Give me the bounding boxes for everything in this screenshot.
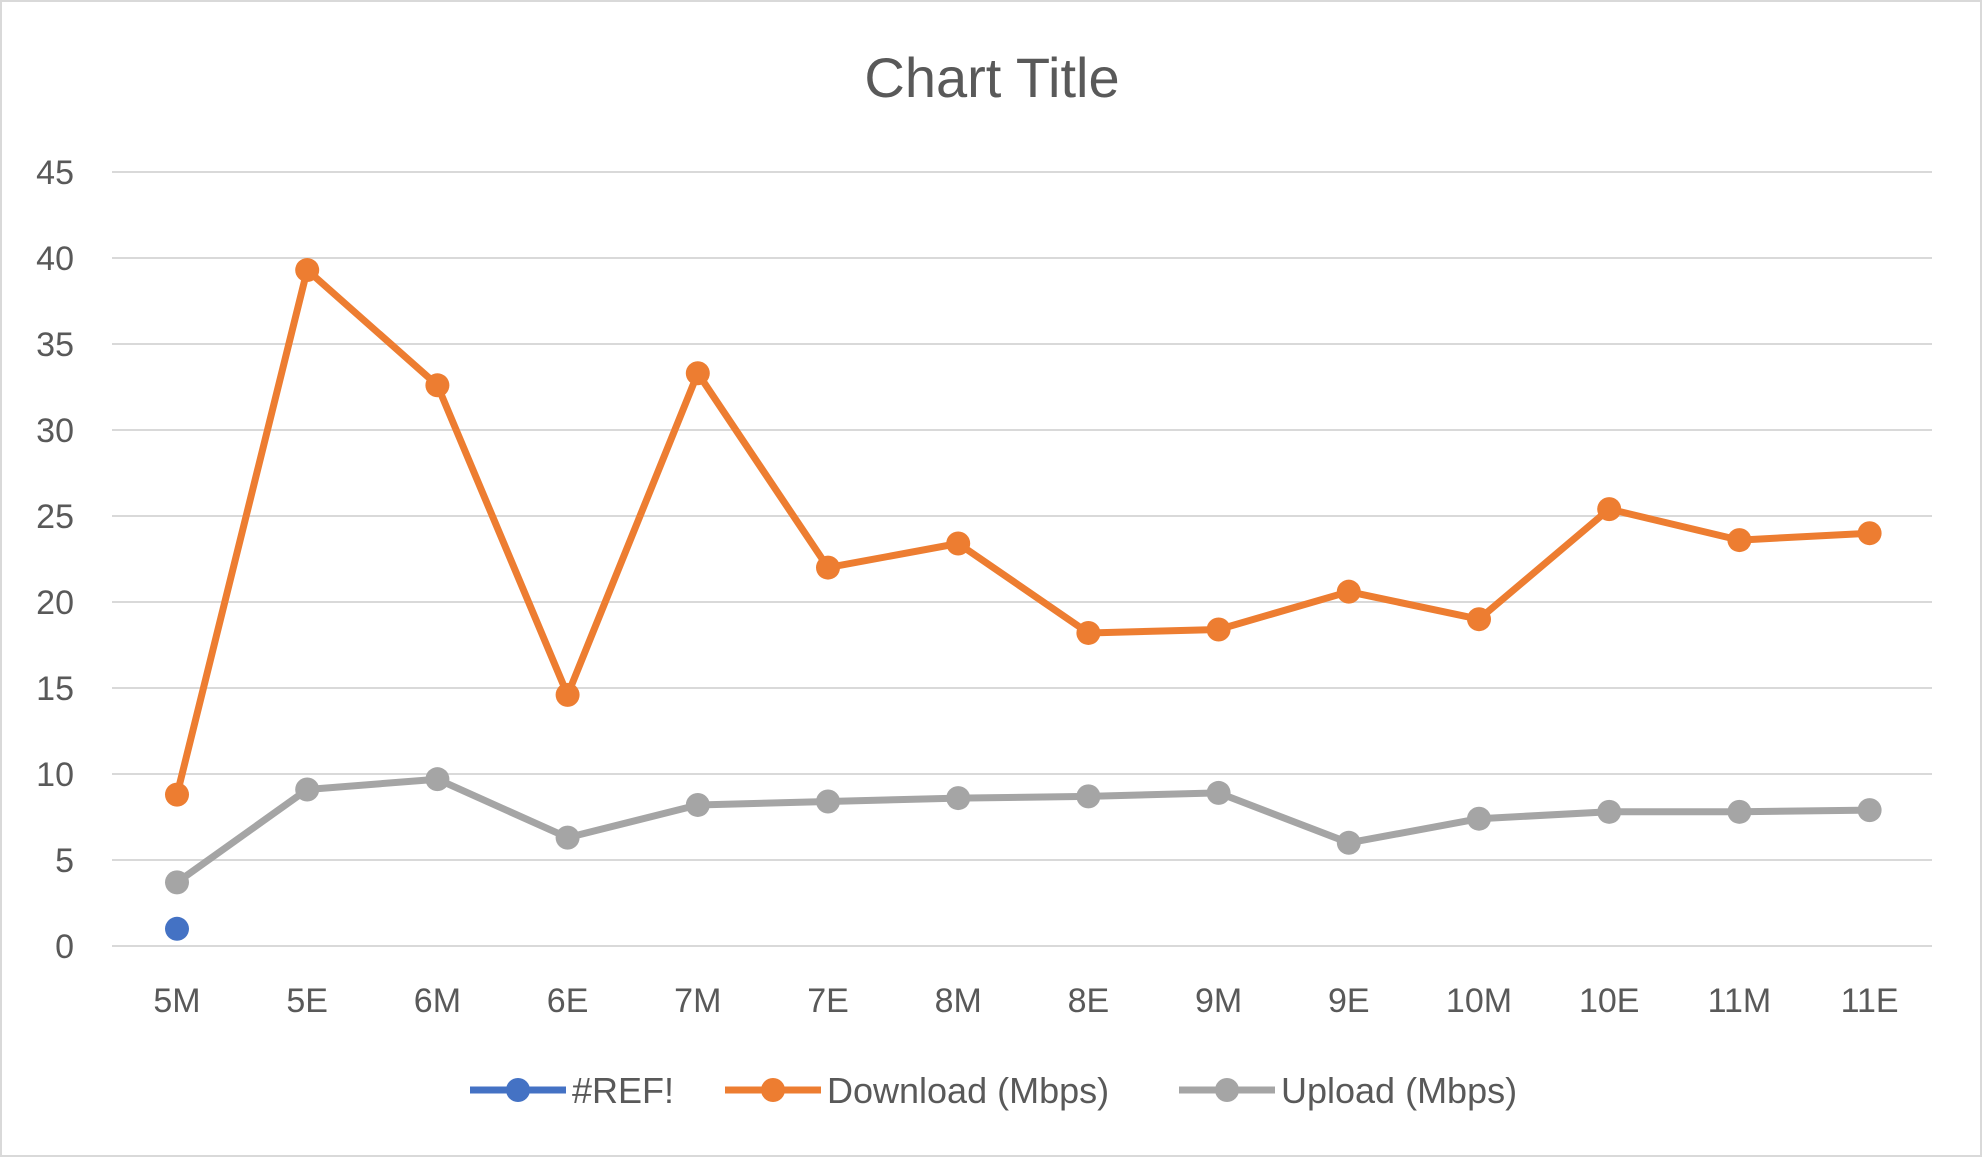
data-point [685, 361, 710, 386]
x-tick-label: 10E [1579, 982, 1640, 1020]
y-tick-label: 30 [36, 412, 74, 450]
series-line [173, 266, 1870, 796]
y-tick-label: 5 [55, 842, 74, 880]
data-point [1076, 620, 1101, 645]
y-tick-label: 40 [36, 240, 74, 278]
data-point [555, 682, 580, 707]
data-point [816, 789, 840, 814]
data-point [295, 777, 320, 802]
gridlines [112, 171, 1932, 947]
data-point [295, 258, 320, 283]
y-tick-label: 25 [36, 498, 74, 536]
x-axis-tick-labels: 5M 5E 6M 6E 7M 7E 8M 8E 9M 9E 10M 10E 11M 11E [153, 982, 1898, 1020]
series-2 [165, 767, 1882, 895]
x-tick-label: 6M [414, 982, 461, 1020]
data-point [165, 782, 189, 807]
legend-label: #REF! [572, 1070, 674, 1111]
x-tick-label: 5M [153, 982, 200, 1020]
y-tick-label: 35 [36, 326, 74, 364]
data-point [555, 825, 580, 850]
series-line [174, 775, 1870, 886]
x-tick-label: 8E [1068, 982, 1110, 1020]
data-point [1467, 806, 1491, 831]
chart-title: Chart Title [864, 46, 1119, 109]
y-tick-label: 10 [36, 756, 74, 794]
y-tick-label: 0 [55, 928, 74, 966]
data-point [1206, 617, 1231, 642]
data-point [1857, 521, 1882, 546]
x-tick-label: 11E [1841, 982, 1899, 1020]
y-tick-label: 45 [36, 154, 74, 192]
data-point [1336, 830, 1361, 855]
data-point [425, 767, 450, 792]
x-tick-label: 7E [807, 982, 849, 1020]
data-point [946, 531, 971, 556]
x-tick-label: 7M [674, 982, 721, 1020]
legend-item: Download (Mbps) [725, 1070, 1109, 1111]
legend-item: Upload (Mbps) [1179, 1070, 1517, 1111]
data-point [1857, 798, 1882, 823]
y-axis-tick-labels: 0 5 10 15 20 25 30 35 40 45 [36, 154, 74, 966]
data-point [1206, 780, 1231, 805]
legend-marker [506, 1078, 530, 1102]
data-point [1467, 607, 1491, 632]
x-tick-label: 9E [1328, 982, 1370, 1020]
data-point [1727, 528, 1752, 553]
data-point [425, 373, 450, 398]
x-tick-label: 11M [1708, 982, 1772, 1020]
series-1 [165, 258, 1882, 807]
data-point [1336, 579, 1361, 604]
data-point [1597, 799, 1622, 824]
series-0 [165, 916, 189, 941]
data-point [165, 870, 189, 895]
x-tick-label: 9M [1195, 982, 1242, 1020]
data-point [685, 792, 710, 817]
data-point [1727, 799, 1752, 824]
data-point [946, 786, 971, 811]
data-point [165, 916, 189, 941]
legend-marker [761, 1078, 785, 1102]
legend: #REF! Download (Mbps) Upload (Mbps) [470, 1070, 1517, 1111]
legend-marker [1215, 1078, 1239, 1102]
x-tick-label: 6E [547, 982, 589, 1020]
y-tick-label: 15 [36, 670, 74, 708]
legend-item: #REF! [470, 1070, 674, 1111]
data-point [1076, 784, 1101, 809]
x-tick-label: 8M [935, 982, 982, 1020]
data-point [1597, 497, 1622, 522]
legend-label: Download (Mbps) [827, 1070, 1109, 1111]
x-tick-label: 10M [1446, 982, 1512, 1020]
data-point [816, 555, 840, 580]
y-tick-label: 20 [36, 584, 74, 622]
legend-label: Upload (Mbps) [1281, 1070, 1517, 1111]
series-lines [165, 258, 1882, 941]
x-tick-label: 5E [286, 982, 328, 1020]
